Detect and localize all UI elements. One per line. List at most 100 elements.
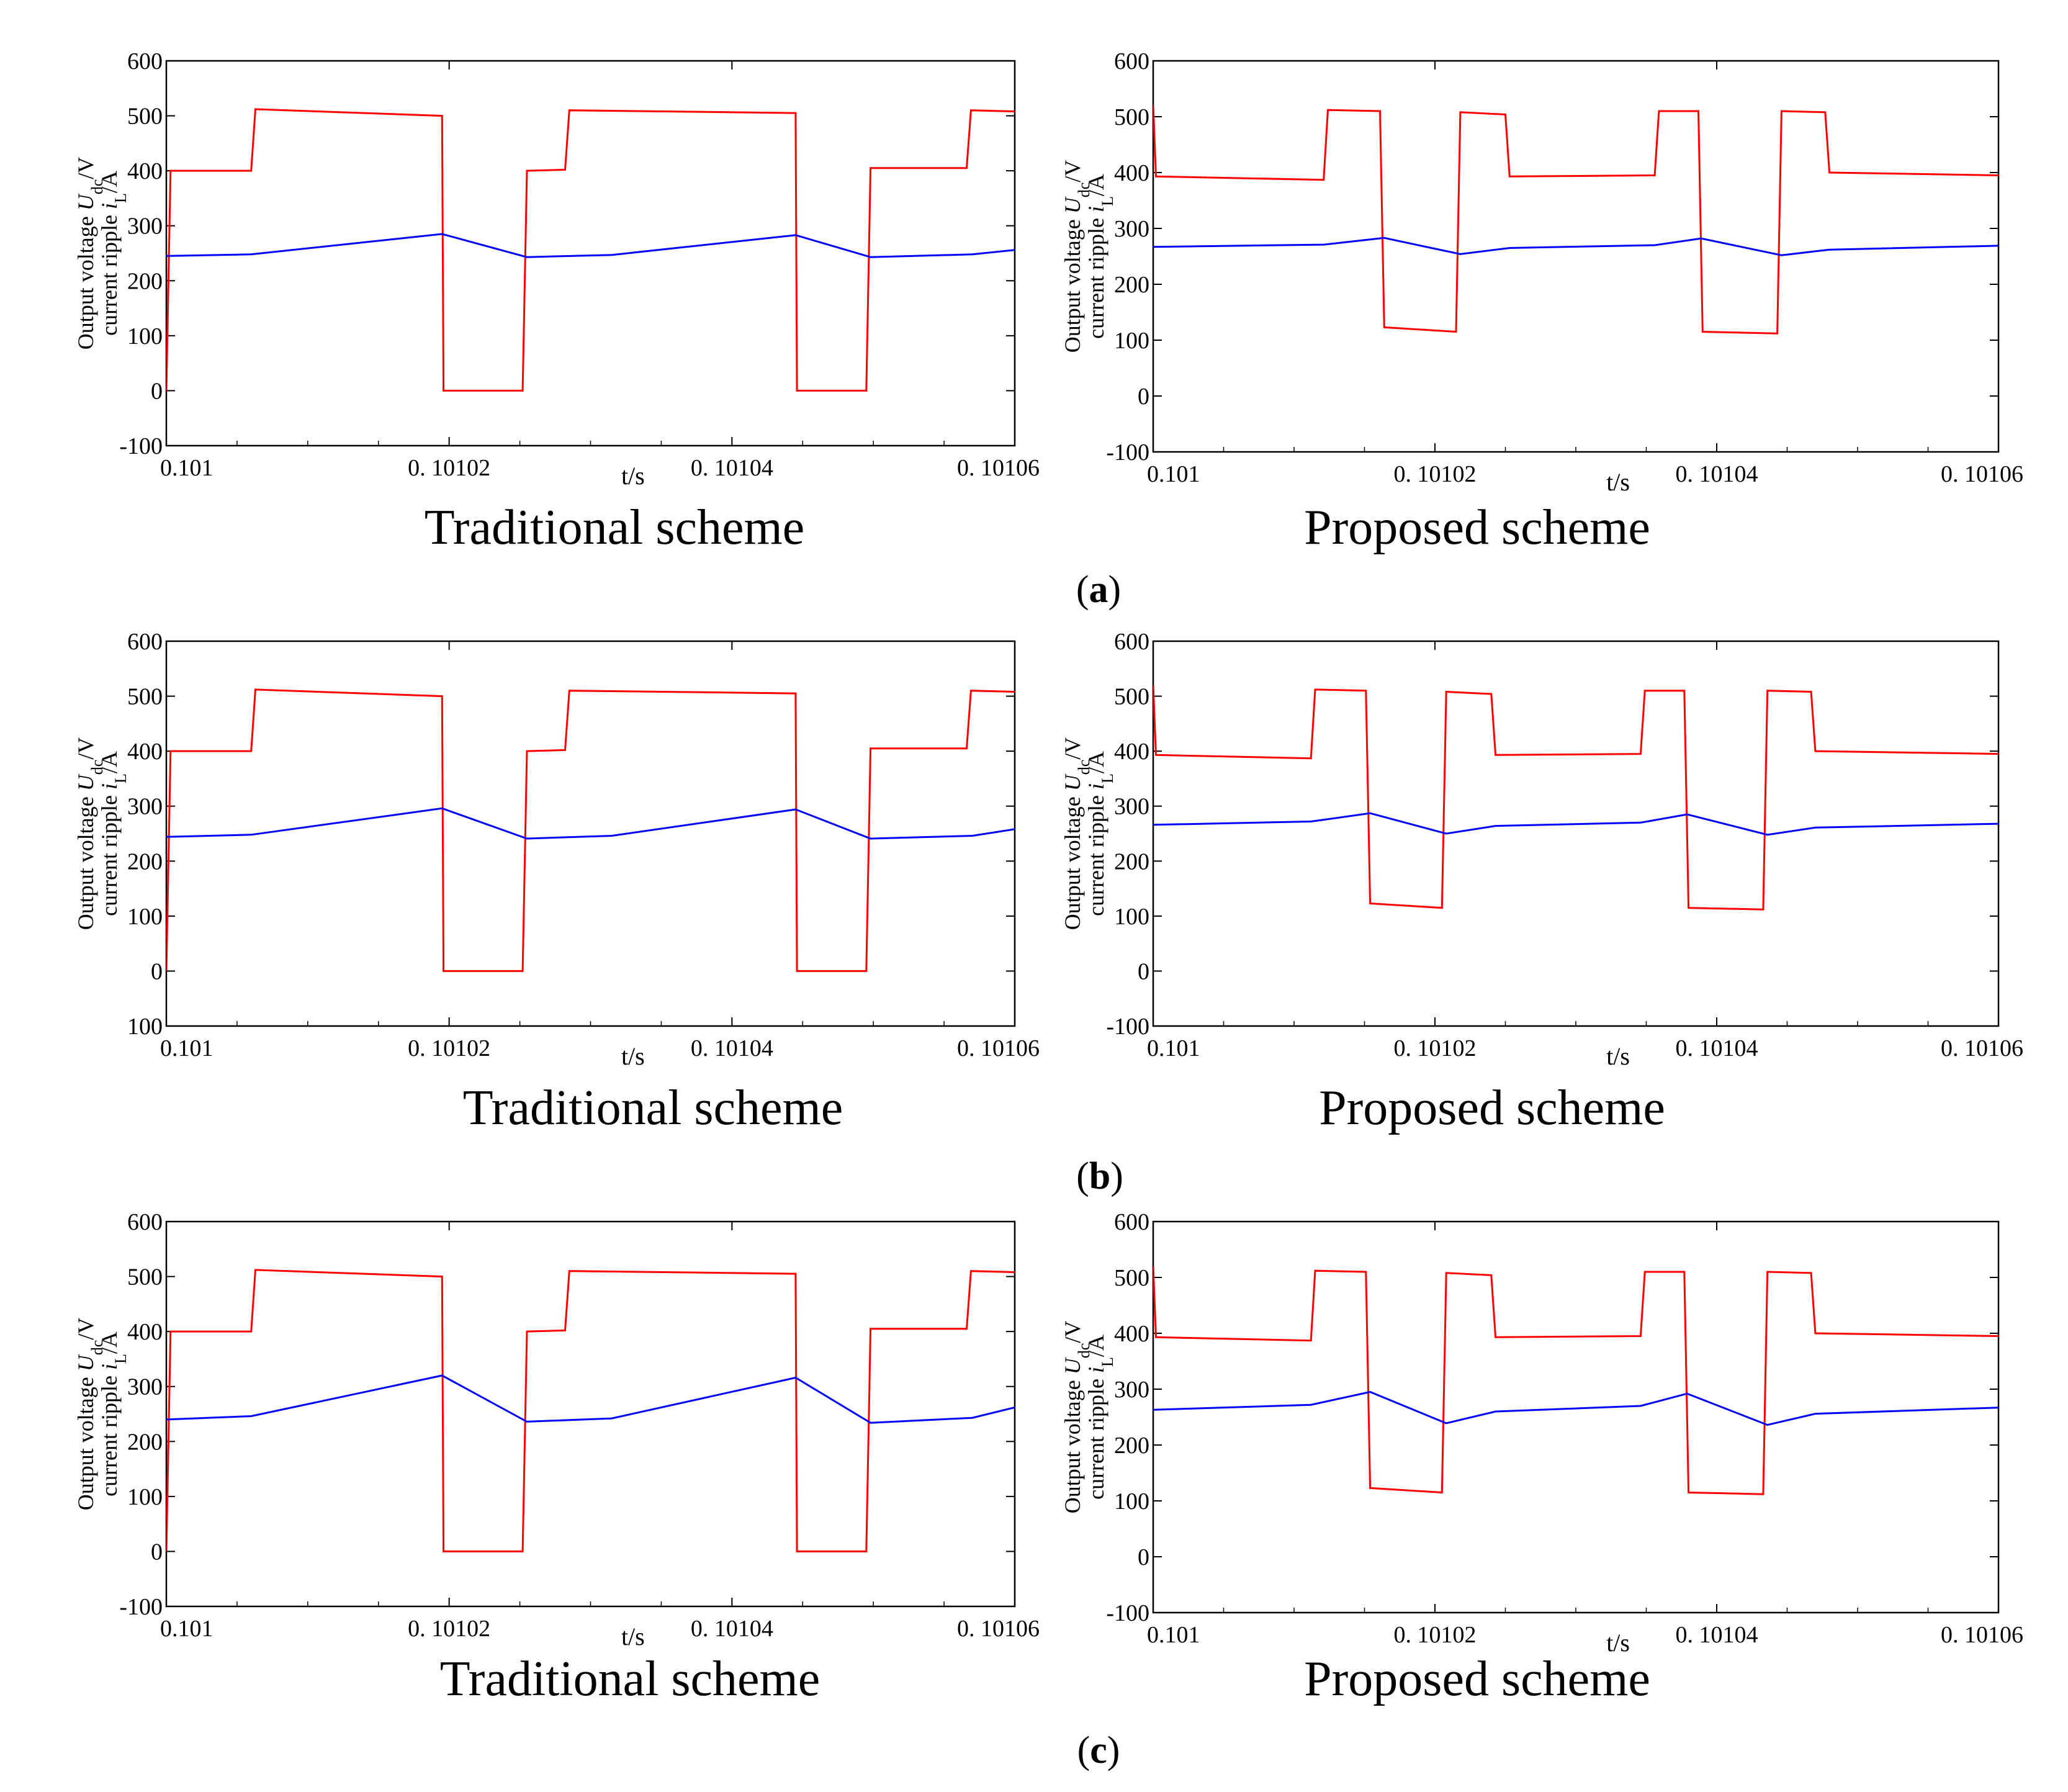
series-current-line (1153, 1390, 1998, 1426)
x-tick-label: 0.101 (1147, 1622, 1200, 1648)
x-axis-label: t/s (621, 1042, 645, 1070)
panel-label-c: (c) (1077, 1729, 1120, 1772)
x-tick-label: 0. 10104 (691, 455, 773, 481)
y-tick-label: 0 (1138, 958, 1149, 984)
y-tick-label: 0 (1138, 1544, 1149, 1570)
y-tick-label: 600 (127, 629, 163, 655)
y-axis-label-voltage: Output voltage Udc/V (73, 157, 106, 350)
x-tick-label: 0. 10102 (1394, 1035, 1477, 1061)
y-tick-label: -100 (119, 1594, 163, 1620)
plot-frame (165, 640, 1016, 1027)
plot-frame (1152, 60, 2000, 453)
plot-frame (1152, 640, 2000, 1027)
y-axis-label-current: current ripple iL/A (1084, 174, 1117, 339)
y-axis-label-current: current ripple iL/A (97, 1331, 130, 1497)
panel-label-b: (b) (1076, 1155, 1123, 1197)
y-axis-label-voltage: Output voltage Udc/V (1060, 737, 1093, 930)
series-current-line (1153, 236, 1998, 256)
series-voltage-line (1153, 685, 1998, 911)
x-tick-label: 0. 10106 (957, 1616, 1040, 1642)
y-axis-label-voltage: Output voltage Udc/V (73, 1318, 106, 1511)
caption-b-proposed: Proposed scheme (1319, 1081, 1665, 1135)
x-tick-label: 0.101 (1147, 1035, 1200, 1061)
y-tick-label: 0 (151, 1539, 163, 1565)
y-tick-label: 200 (1114, 849, 1149, 875)
caption-a-proposed: Proposed scheme (1304, 500, 1650, 555)
series-current-line (166, 1374, 1015, 1424)
panel-letter-b: b (1089, 1155, 1111, 1197)
caption-a-traditional: Traditional scheme (424, 500, 805, 555)
y-axis-label-voltage: Output voltage Udc/V (73, 737, 106, 930)
x-tick-label: 0.101 (1147, 461, 1200, 487)
x-tick-label: 0. 10102 (408, 1035, 490, 1061)
y-tick-label: -100 (1106, 439, 1149, 466)
y-axis-label-voltage: Output voltage Udc/V (1060, 1321, 1093, 1514)
caption-c-proposed: Proposed scheme (1304, 1652, 1650, 1706)
y-tick-label: 300 (127, 214, 163, 240)
y-tick-label: 500 (127, 1264, 163, 1290)
series-voltage-line (166, 108, 1015, 392)
x-tick-label: 0. 10102 (1394, 1622, 1477, 1648)
x-tick-label: 0. 10106 (957, 455, 1040, 481)
y-tick-label: 100 (127, 323, 163, 349)
y-tick-label: 0 (151, 378, 163, 404)
x-tick-label: 0. 10104 (1676, 461, 1758, 487)
y-tick-label: 100 (127, 1014, 163, 1040)
x-tick-label: 0.101 (160, 455, 214, 481)
y-tick-label: 500 (1114, 104, 1149, 130)
y-tick-label: 400 (1114, 1321, 1149, 1347)
series-current-line (166, 233, 1015, 258)
x-tick-label: 0. 10106 (1941, 461, 2023, 487)
x-tick-label: 0. 10106 (1941, 1035, 2023, 1061)
x-axis-label: t/s (1606, 1042, 1630, 1070)
series-voltage-line (166, 688, 1015, 972)
panel-letter-a: a (1089, 569, 1108, 611)
x-tick-label: 0.101 (160, 1035, 214, 1061)
y-axis-label-current: current ripple iL/A (97, 751, 130, 916)
y-tick-label: 200 (1114, 1433, 1149, 1459)
panel-label-a: (a) (1076, 569, 1122, 611)
series-voltage-line (166, 1269, 1015, 1552)
y-tick-label: 500 (1114, 684, 1149, 710)
y-tick-label: 100 (1114, 1488, 1149, 1515)
x-tick-label: 0. 10102 (408, 1616, 490, 1642)
y-tick-label: 400 (1114, 160, 1149, 186)
y-tick-label: 400 (1114, 739, 1149, 765)
y-tick-label: 300 (127, 794, 163, 820)
y-tick-label: 600 (127, 48, 163, 74)
y-axis-label-current: current ripple iL/A (97, 171, 130, 336)
series-voltage-line (1153, 1266, 1998, 1495)
y-tick-label: 300 (1114, 216, 1149, 242)
x-axis-label: t/s (621, 1623, 645, 1650)
y-tick-label: 100 (1114, 904, 1149, 930)
y-tick-label: 600 (1114, 629, 1149, 655)
series-current-line (166, 807, 1015, 840)
x-tick-label: 0. 10104 (1676, 1622, 1758, 1648)
x-tick-label: 0. 10104 (1676, 1035, 1758, 1061)
y-axis-label-current: current ripple iL/A (1084, 1335, 1117, 1500)
y-tick-label: 100 (127, 904, 163, 930)
plot-frame (1152, 1220, 2000, 1614)
x-axis-label: t/s (1606, 468, 1630, 496)
panel-letter-c: c (1090, 1729, 1107, 1772)
x-axis-label: t/s (621, 462, 645, 490)
y-tick-label: 600 (127, 1209, 163, 1235)
y-tick-label: 100 (127, 1484, 163, 1510)
x-tick-label: 0. 10102 (1394, 461, 1477, 487)
y-tick-label: -100 (1106, 1600, 1149, 1626)
y-tick-label: 400 (127, 739, 163, 765)
caption-c-traditional: Traditional scheme (439, 1652, 820, 1706)
y-tick-label: 200 (1114, 272, 1149, 298)
y-tick-label: 0 (1138, 384, 1149, 410)
y-tick-label: 500 (127, 684, 163, 710)
x-tick-label: 0. 10104 (691, 1616, 773, 1642)
caption-b-traditional: Traditional scheme (462, 1081, 843, 1135)
series-current-line (1153, 812, 1998, 836)
